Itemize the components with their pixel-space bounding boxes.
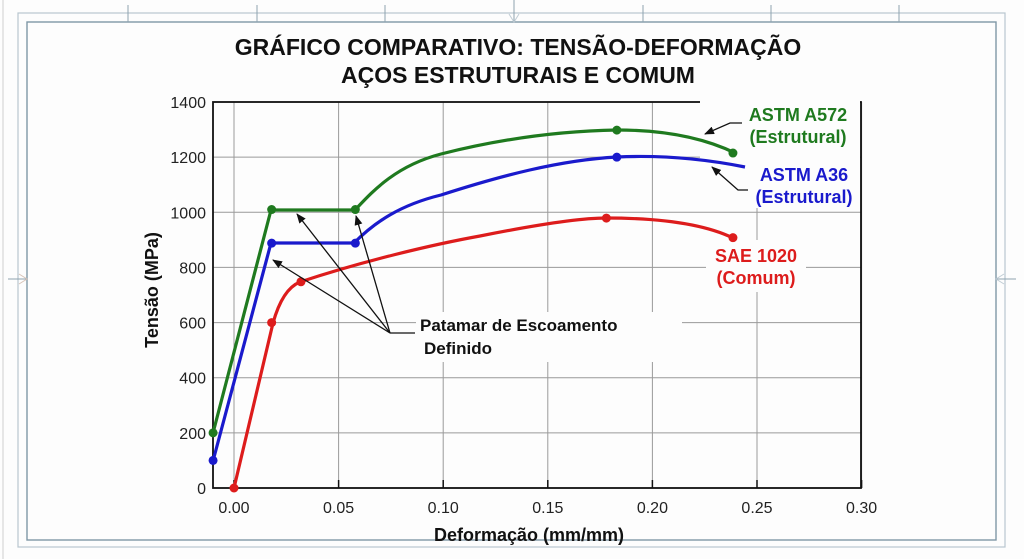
data-point-marker — [601, 213, 611, 223]
data-point-marker — [208, 428, 218, 438]
data-point-marker — [612, 152, 622, 162]
plot-frame — [212, 101, 862, 489]
data-point-marker — [350, 205, 360, 215]
y-tick-label: 1400 — [170, 95, 206, 112]
y-tick-label: 600 — [179, 316, 206, 333]
legend-background — [700, 100, 860, 208]
y-axis-ticks: 0 200 400 600 800 1000 1200 1400 — [170, 95, 206, 498]
data-point-marker — [267, 238, 277, 248]
data-point-marker — [229, 483, 239, 493]
x-axis-ticks: 0.00 0.05 0.10 0.15 0.20 0.25 0.30 — [218, 480, 877, 517]
data-point-marker — [208, 455, 218, 465]
legend-a572-line1: ASTM A572 — [749, 105, 847, 125]
data-point-marker — [728, 148, 738, 158]
x-tick-label: 0.15 — [532, 500, 563, 517]
chart-subtitle: AÇOS ESTRUTURAIS E COMUM — [341, 62, 695, 88]
y-tick-label: 400 — [179, 371, 206, 388]
series-a36-line — [211, 154, 746, 462]
y-axis-label: Tensão (MPa) — [142, 232, 162, 348]
y-tick-label: 1000 — [170, 205, 206, 222]
data-point-marker — [612, 125, 622, 135]
x-axis-label: Deformação (mm/mm) — [434, 525, 624, 545]
y-tick-label: 800 — [179, 260, 206, 277]
y-tick-label: 1200 — [170, 150, 206, 167]
series-markers — [208, 125, 738, 493]
data-point-marker — [267, 205, 277, 215]
x-tick-label: 0.05 — [323, 500, 354, 517]
annotation-text-line1: Patamar de Escoamento — [420, 316, 617, 335]
series-curves — [211, 128, 746, 489]
x-tick-label: 0.10 — [428, 500, 459, 517]
annotation-text-line2: Definido — [424, 339, 492, 358]
series-a572-line — [211, 128, 736, 434]
legend-a36-line2: (Estrutural) — [755, 187, 852, 207]
legend-sae1020-line2: (Comum) — [717, 268, 796, 288]
x-tick-label: 0.20 — [637, 500, 668, 517]
data-point-marker — [728, 233, 738, 243]
legend-a572-line2: (Estrutural) — [749, 127, 846, 147]
annotation-background — [416, 312, 682, 362]
chart-title: GRÁFICO COMPARATIVO: TENSÃO-DEFORMAÇÃO — [235, 33, 801, 60]
legend-a36-line1: ASTM A36 — [760, 165, 848, 185]
y-tick-label: 200 — [179, 426, 206, 443]
data-point-marker — [267, 318, 277, 328]
y-tick-label: 0 — [197, 481, 206, 498]
data-point-marker — [350, 238, 360, 248]
legend-sae1020-line1: SAE 1020 — [715, 246, 797, 266]
data-point-marker — [296, 277, 306, 287]
legend-background-red — [706, 240, 806, 292]
x-tick-label: 0.00 — [218, 500, 249, 517]
x-tick-label: 0.30 — [846, 500, 877, 517]
x-tick-label: 0.25 — [741, 500, 772, 517]
annotation-arrows — [272, 122, 748, 334]
